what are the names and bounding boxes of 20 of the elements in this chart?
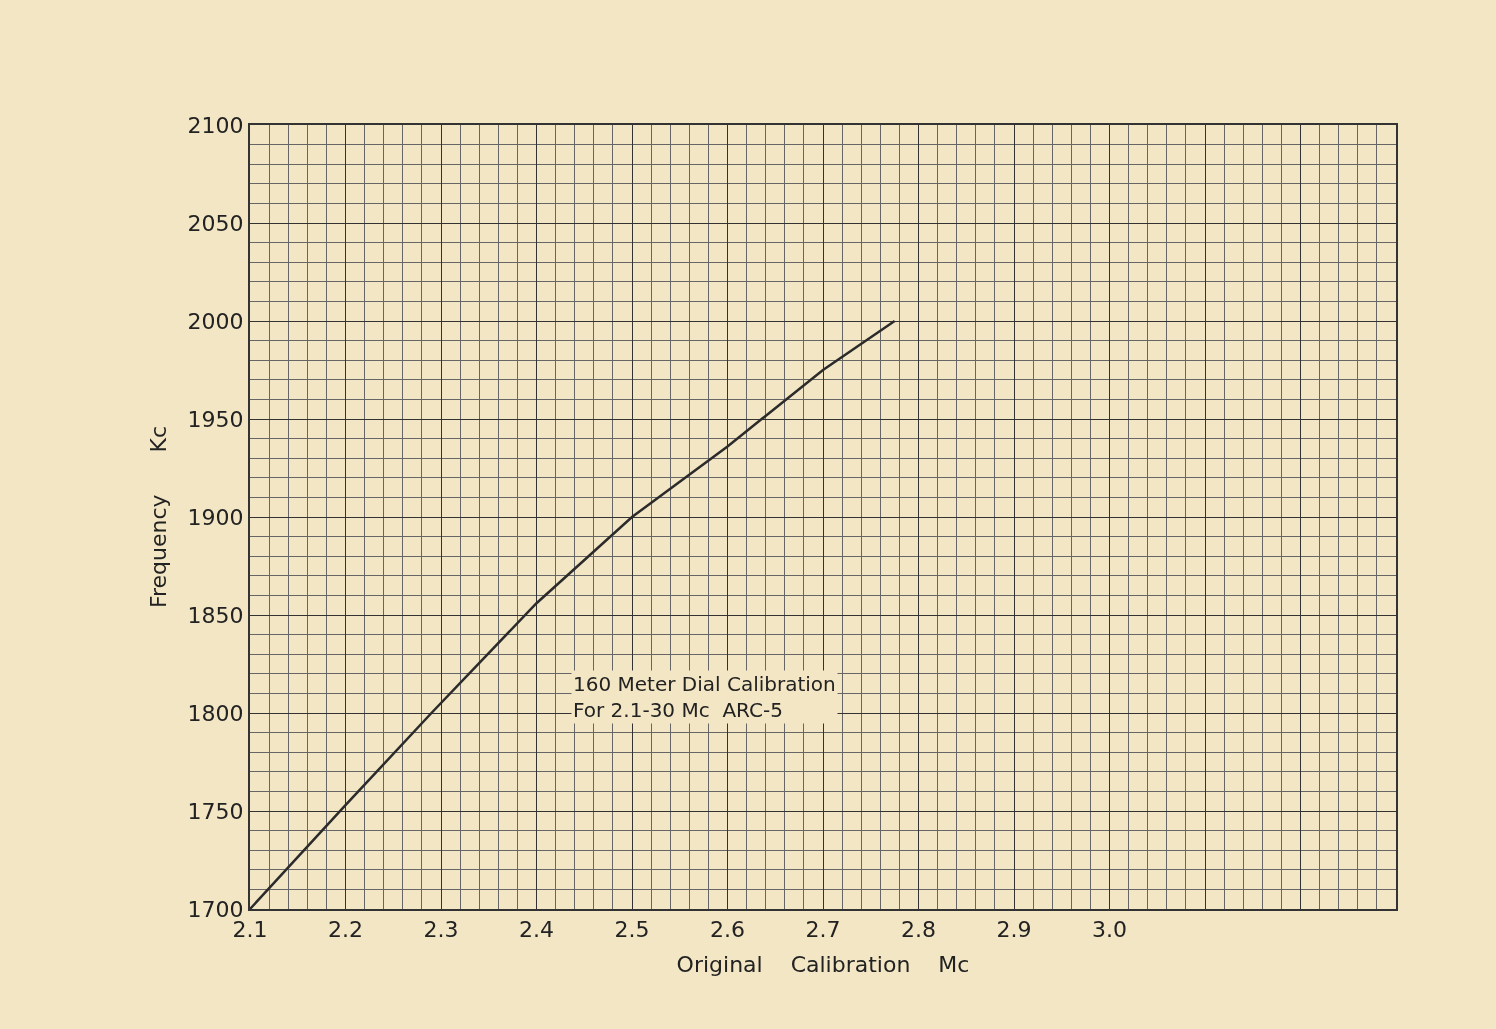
y-tick-label: 2000 <box>187 308 244 334</box>
y-tick-label: 1750 <box>187 798 244 824</box>
x-tick-label: 2.8 <box>901 917 936 943</box>
y-tick-label: 2100 <box>187 112 244 138</box>
y-tick-label: 1950 <box>187 406 244 432</box>
annotation: 160 Meter Dial Calibration For 2.1-30 Mc ARC-5 <box>573 672 836 722</box>
x-axis-title: Original Calibration Mc <box>676 951 970 977</box>
y-tick-label: 1850 <box>187 602 244 628</box>
y-tick-label: 2050 <box>187 210 244 236</box>
x-tick-label: 3.0 <box>1092 917 1127 943</box>
y-tick-label: 1900 <box>187 504 244 530</box>
x-tick-label: 2.9 <box>996 917 1032 943</box>
x-tick-label: 2.4 <box>519 917 554 943</box>
y-axis-title: Frequency Kc <box>145 425 171 609</box>
x-tick-label: 2.3 <box>423 917 459 943</box>
x-tick-label: 2.6 <box>710 917 745 943</box>
x-tick-label: 2.5 <box>614 917 650 943</box>
y-tick-label: 1800 <box>187 700 244 726</box>
x-tick-label: 2.2 <box>328 917 363 943</box>
x-tick-label: 2.7 <box>805 917 841 943</box>
